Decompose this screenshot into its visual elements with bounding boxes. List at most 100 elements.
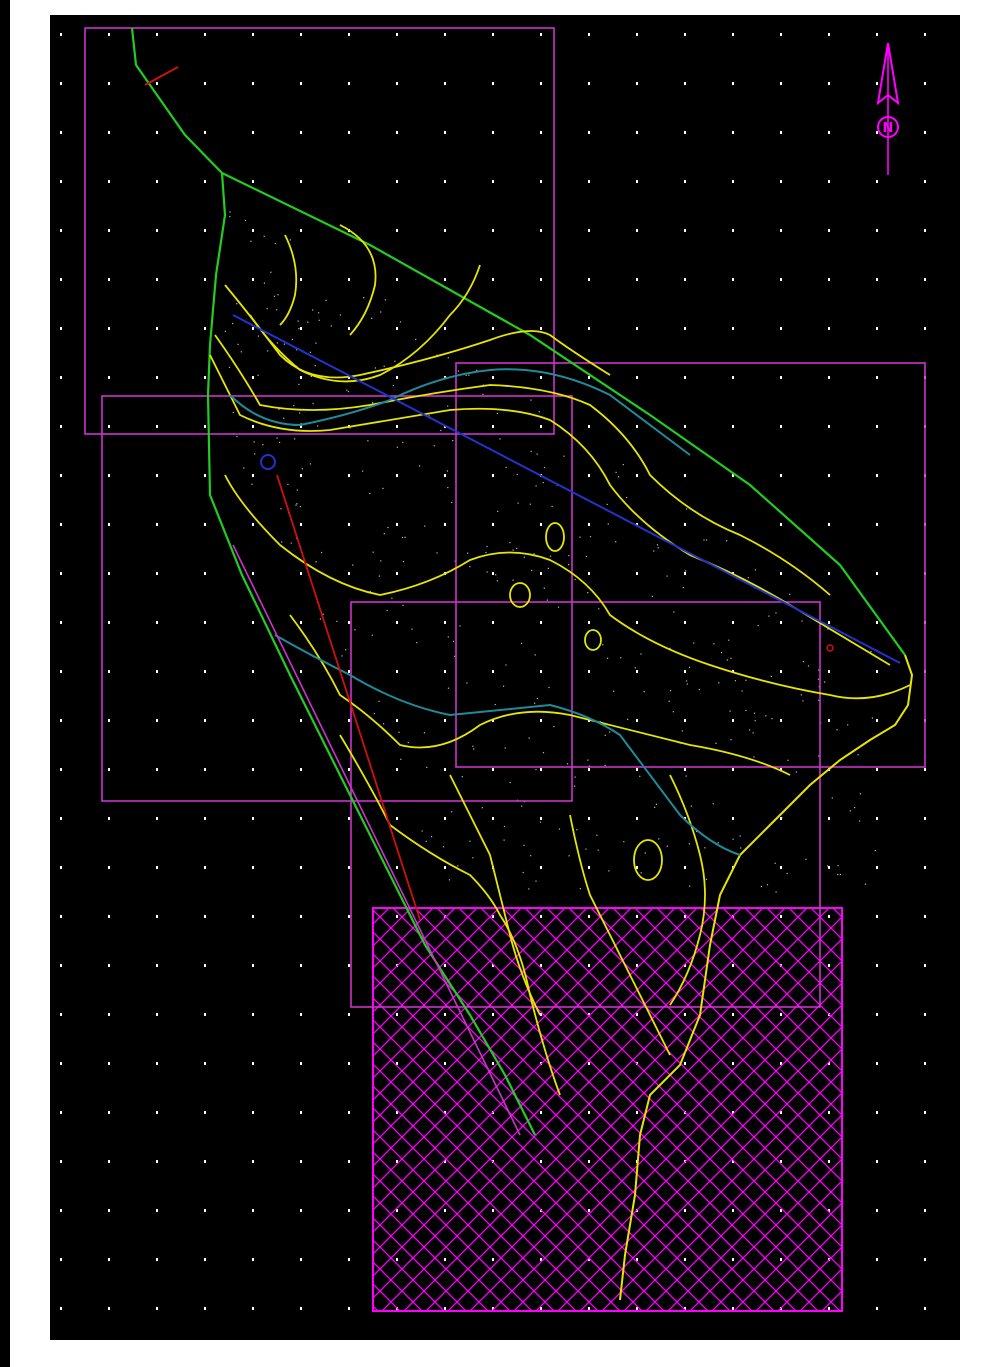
grid-point xyxy=(876,1111,878,1114)
grid-point xyxy=(348,1013,350,1016)
grid-point xyxy=(780,425,782,428)
site-point xyxy=(859,793,861,795)
grid-point xyxy=(60,768,62,771)
viewport-frame-2[interactable] xyxy=(101,395,573,802)
section-line-blue xyxy=(232,314,901,664)
grid-point xyxy=(396,180,398,183)
site-point xyxy=(315,342,317,344)
viewport-frame-4[interactable] xyxy=(350,601,821,1008)
grid-point xyxy=(60,1013,62,1016)
grid-point xyxy=(636,474,638,477)
site-point xyxy=(509,781,511,784)
site-point xyxy=(720,652,723,654)
grid-point xyxy=(492,474,494,477)
site-point xyxy=(295,349,298,351)
site-point xyxy=(596,834,598,836)
grid-point xyxy=(348,964,350,967)
site-point xyxy=(402,604,404,606)
site-point xyxy=(521,642,523,644)
site-point xyxy=(558,828,561,830)
grid-point xyxy=(876,915,878,918)
site-point xyxy=(753,712,756,714)
grid-point xyxy=(348,915,350,918)
site-point xyxy=(371,634,373,636)
site-point xyxy=(447,487,449,489)
grid-point xyxy=(780,523,782,526)
viewport-frame-3[interactable] xyxy=(455,362,926,768)
hatched-region[interactable] xyxy=(372,907,843,1312)
grid-point xyxy=(252,1013,254,1016)
grid-point xyxy=(300,866,302,869)
grid-point xyxy=(204,621,206,624)
site-point xyxy=(854,807,856,809)
site-point xyxy=(386,609,388,612)
grid-point xyxy=(684,572,686,575)
site-point xyxy=(626,497,628,499)
grid-point xyxy=(492,572,494,575)
site-point xyxy=(775,612,777,614)
grid-point xyxy=(60,964,62,967)
site-point xyxy=(623,841,625,843)
grid-point xyxy=(156,474,158,477)
site-point xyxy=(442,846,445,848)
section-line-red-top xyxy=(144,66,179,86)
grid-point xyxy=(444,33,446,36)
site-point xyxy=(415,338,417,340)
site-point xyxy=(534,654,536,656)
site-point xyxy=(551,505,553,507)
grid-point xyxy=(540,33,542,36)
site-point xyxy=(849,810,851,812)
site-point xyxy=(517,502,519,504)
grid-point xyxy=(780,327,782,330)
grid-point xyxy=(780,229,782,232)
grid-point xyxy=(492,33,494,36)
site-point xyxy=(715,742,717,744)
site-point xyxy=(717,842,719,844)
grid-point xyxy=(204,376,206,379)
site-point xyxy=(535,485,537,487)
grid-point xyxy=(876,327,878,330)
grid-point xyxy=(300,425,302,428)
site-point xyxy=(640,872,642,874)
site-point xyxy=(263,235,265,237)
site-point xyxy=(768,615,770,617)
site-point xyxy=(354,629,356,631)
grid-point xyxy=(60,1307,62,1310)
grid-point xyxy=(300,915,302,918)
grid-point xyxy=(540,768,542,771)
grid-point xyxy=(492,621,494,624)
site-point xyxy=(831,797,833,799)
grid-point xyxy=(924,131,926,134)
site-point xyxy=(608,870,610,872)
grid-point xyxy=(300,572,302,575)
grid-point xyxy=(348,278,350,281)
grid-point xyxy=(252,621,254,624)
site-point xyxy=(542,752,545,754)
site-point xyxy=(362,470,364,472)
site-point xyxy=(448,879,451,881)
site-point xyxy=(431,836,433,838)
cad-drawing-canvas[interactable]: N xyxy=(50,15,960,1340)
site-point xyxy=(330,325,332,327)
site-point xyxy=(800,694,802,696)
site-point xyxy=(373,713,375,715)
site-point xyxy=(704,847,706,849)
site-point xyxy=(530,399,532,401)
grid-point xyxy=(828,621,830,624)
grid-point xyxy=(540,229,542,232)
grid-point xyxy=(396,278,398,281)
grid-point xyxy=(780,572,782,575)
grid-point xyxy=(204,1307,206,1310)
viewport-frame-1[interactable] xyxy=(84,27,555,435)
grid-point xyxy=(156,621,158,624)
grid-point xyxy=(924,1307,926,1310)
site-point xyxy=(579,536,581,538)
grid-point xyxy=(60,915,62,918)
grid-point xyxy=(156,1013,158,1016)
site-point xyxy=(469,566,471,568)
site-point xyxy=(818,699,820,701)
grid-point xyxy=(636,670,638,673)
site-point xyxy=(276,309,278,311)
site-point xyxy=(299,412,301,414)
site-point xyxy=(531,569,533,572)
